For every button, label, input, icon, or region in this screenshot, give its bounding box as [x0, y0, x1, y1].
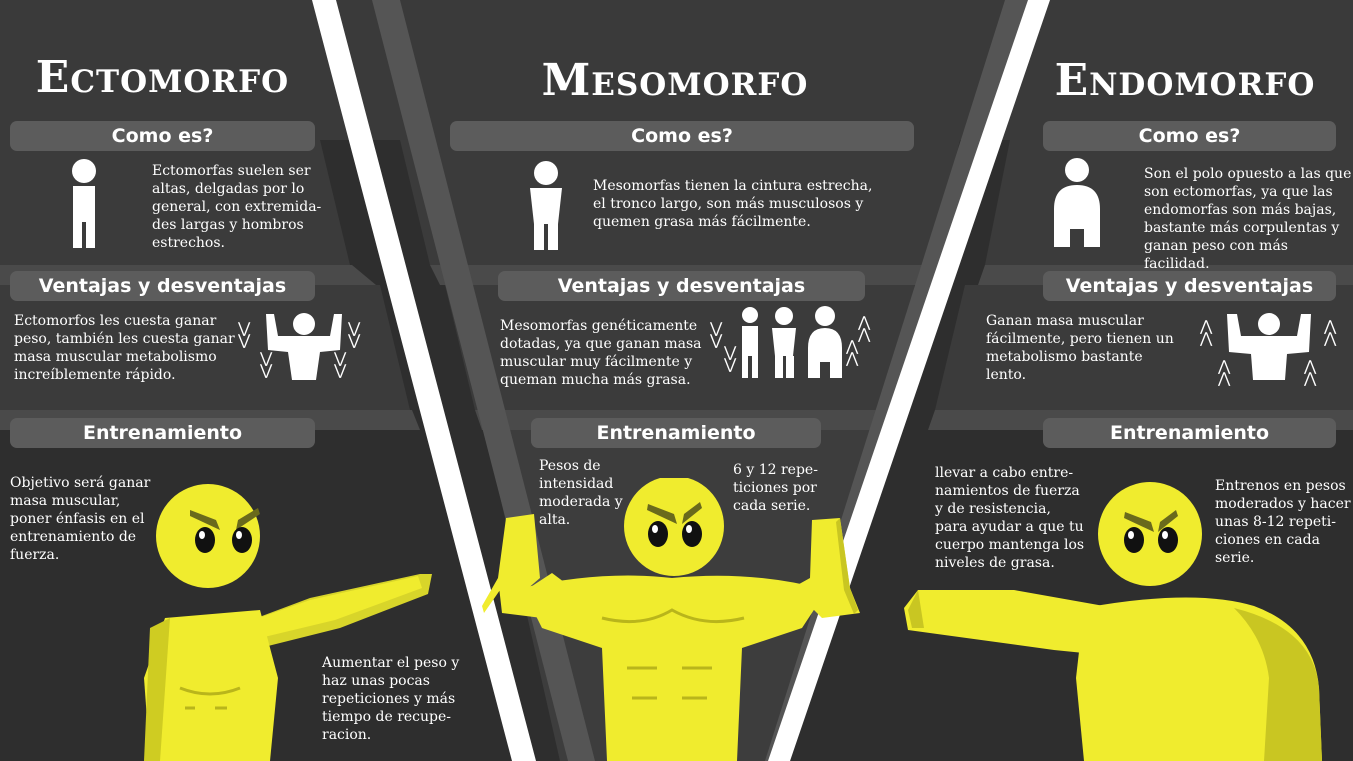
mesomorfo-ventajas-header: Ventajas y desventajas [498, 271, 865, 301]
yellow-muscle-man-illustration [482, 478, 860, 761]
flexing-torso-icon [266, 313, 342, 380]
chevron-up-icon: ⋀ ⋀ [846, 337, 859, 367]
three-body-types-icon [742, 306, 842, 378]
flexing-torso-icon [1227, 313, 1311, 380]
endomorfo-title: Endomorfo [1054, 55, 1316, 106]
endomorfo-entrenamiento-text-1: llevar a cabo entre- namientos de fuerza… [935, 465, 1085, 571]
yellow-muscle-man-illustration [904, 482, 1322, 761]
ectomorfo-como-es-text: Ectomorfas suelen ser altas, delgadas po… [152, 163, 322, 251]
ectomorfo-title: Ectomorfo [35, 52, 290, 103]
endomorph-silhouette-icon [1054, 158, 1100, 247]
yellow-muscle-man-illustration [144, 484, 432, 761]
chevron-up-icon: ⋀ ⋀ [858, 313, 871, 343]
mesomorfo-title: Mesomorfo [541, 55, 809, 106]
endomorfo-ventajas-text: Ganan masa muscular fácilmente, pero tie… [986, 313, 1174, 383]
chevron-down-icon: ⋁ ⋁ [348, 319, 361, 349]
mesomorfo-entrenamiento-header: Entrenamiento [531, 418, 821, 448]
ectomorfo-entrenamiento-text-2: Aumentar el peso y haz unas pocas repeti… [322, 655, 460, 743]
mesomorfo-entrenamiento-text-2: 6 y 12 repe- ticiones por cada serie. [733, 462, 818, 514]
chevron-down-icon: ⋁ ⋁ [260, 349, 273, 379]
ectomorfo-ventajas-text: Ectomorfos les cuesta ganar peso, tambié… [14, 313, 235, 383]
chevron-down-icon: ⋁ ⋁ [724, 343, 737, 373]
mesomorfo-ventajas-text: Mesomorfas genéticamente dotadas, ya que… [500, 318, 702, 388]
ectomorfo-como-es-header: Como es? [10, 121, 315, 151]
chevron-up-icon: ⋀ ⋀ [1304, 357, 1317, 387]
ectomorfo-entrenamiento-header: Entrenamiento [10, 418, 315, 448]
endomorfo-entrenamiento-header: Entrenamiento [1043, 418, 1336, 448]
mesomorfo-entrenamiento-text-1: Pesos de intensidad moderada y alta. [539, 458, 623, 528]
chevron-up-icon: ⋀ ⋀ [1200, 317, 1213, 347]
ectomorfo-entrenamiento-text-1: Objetivo será ganar masa muscular, poner… [10, 475, 151, 563]
chevron-down-icon: ⋁ ⋁ [238, 319, 251, 349]
chevron-down-icon: ⋁ ⋁ [334, 349, 347, 379]
mesomorfo-como-es-header: Como es? [450, 121, 914, 151]
mesomorph-silhouette-icon [530, 161, 562, 250]
endomorfo-entrenamiento-text-2: Entrenos en pesos moderados y hacer unas… [1215, 478, 1351, 566]
mesomorfo-como-es-text: Mesomorfas tienen la cintura estrecha, e… [593, 178, 873, 230]
ectomorph-silhouette-icon [72, 159, 96, 248]
endomorfo-como-es-header: Como es? [1043, 121, 1336, 151]
ectomorfo-ventajas-header: Ventajas y desventajas [10, 271, 315, 301]
chevron-up-icon: ⋀ ⋀ [1218, 357, 1231, 387]
chevron-down-icon: ⋁ ⋁ [710, 319, 723, 349]
endomorfo-ventajas-header: Ventajas y desventajas [1043, 271, 1336, 301]
chevron-up-icon: ⋀ ⋀ [1324, 317, 1337, 347]
endomorfo-como-es-text: Son el polo opuesto a las que son ectomo… [1144, 166, 1352, 272]
